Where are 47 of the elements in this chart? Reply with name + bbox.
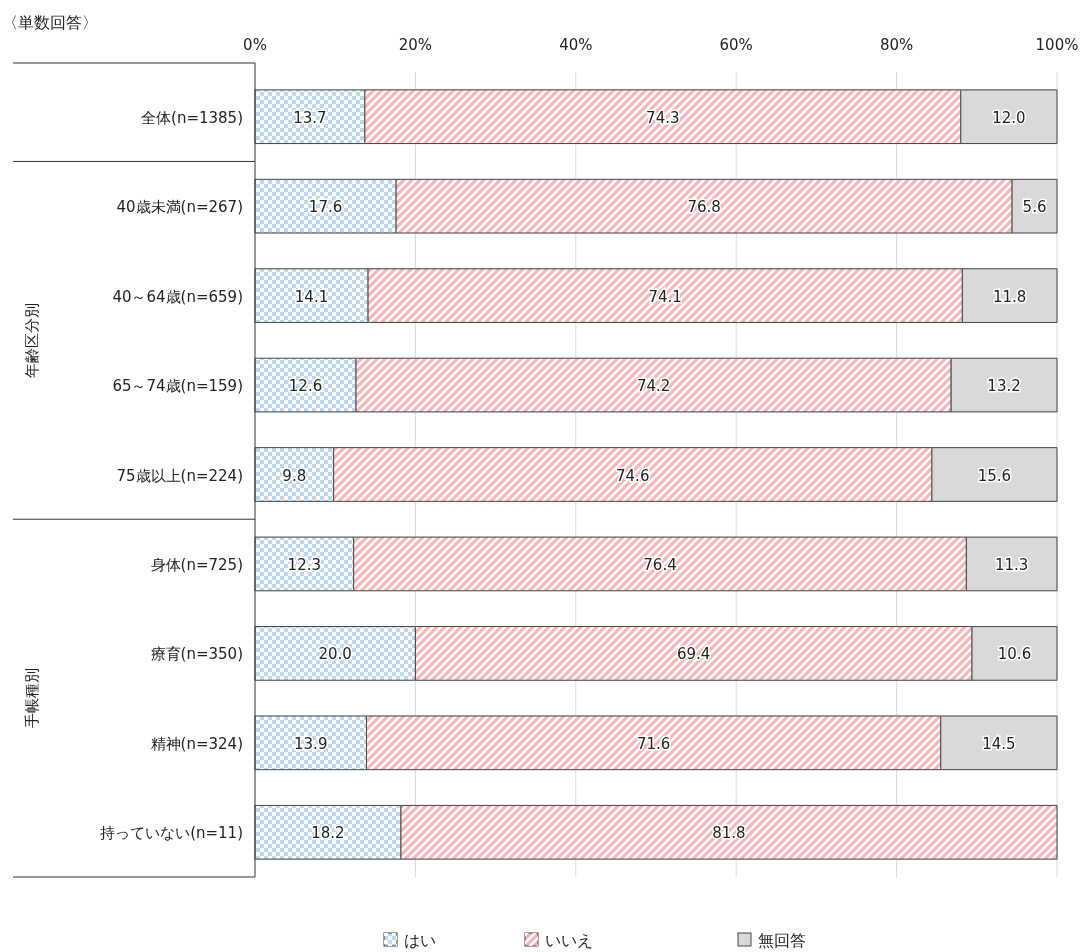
text: 年齢区分別 [23, 302, 41, 378]
y-tick-label: 持っていない(n=11) [100, 824, 243, 843]
x-tick-label: 100% [1035, 36, 1079, 54]
data-label: 76.4 [643, 555, 677, 574]
data-label: 17.6 [308, 198, 343, 217]
x-tick-label: 20% [398, 36, 433, 54]
data-label: 76.8 [687, 198, 721, 217]
y-tick-label: 40歳未満(n=267) [116, 198, 243, 217]
data-label: 74.3 [646, 108, 680, 127]
y-tick-label: 全体(n=1385) [141, 108, 243, 127]
data-label: 13.9 [294, 734, 328, 753]
data-label: 13.2 [987, 377, 1021, 396]
data-label: 74.6 [616, 466, 650, 485]
data-label: 10.6 [997, 645, 1032, 664]
x-tick-label: 0% [243, 36, 267, 54]
data-label: 9.8 [282, 466, 307, 485]
data-label: 69.4 [676, 645, 711, 664]
text: 〈単数回答〉 [2, 13, 98, 32]
legend-label: いいえ [545, 931, 593, 950]
data-label: 5.6 [1022, 198, 1047, 217]
data-label: 74.2 [636, 377, 671, 396]
legend-label: 無回答 [758, 931, 806, 950]
y-tick-label: 75歳以上(n=224) [116, 466, 243, 485]
data-label: 14.5 [982, 734, 1016, 753]
y-tick-label: 精神(n=324) [150, 734, 243, 753]
y-tick-label: 65～74歳(n=159) [112, 377, 243, 396]
x-tick-label: 60% [719, 36, 753, 54]
data-label: 11.3 [994, 555, 1029, 574]
data-label: 11.8 [992, 287, 1027, 306]
y-tick-label: 療育(n=350) [150, 645, 243, 664]
y-tick-label: 身体(n=725) [150, 555, 243, 574]
data-label: 81.8 [712, 824, 746, 843]
data-label: 14.1 [294, 287, 329, 306]
legend-label: はい [404, 931, 436, 950]
data-label: 15.6 [977, 466, 1012, 485]
data-label: 18.2 [311, 824, 345, 843]
data-label: 12.3 [287, 555, 322, 574]
data-label: 71.6 [636, 734, 671, 753]
text: 手帳種別 [23, 668, 41, 729]
x-tick-label: 40% [559, 36, 593, 54]
data-label: 20.0 [318, 645, 352, 664]
x-tick-label: 80% [879, 36, 914, 54]
y-tick-label: 40～64歳(n=659) [112, 287, 243, 306]
data-label: 12.6 [288, 377, 323, 396]
data-label: 13.7 [293, 108, 327, 127]
data-label: 74.1 [648, 287, 682, 306]
data-label: 12.0 [992, 108, 1026, 127]
